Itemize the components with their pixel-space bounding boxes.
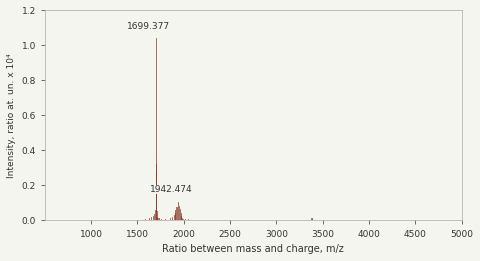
Text: 1942.474: 1942.474	[150, 186, 192, 194]
Text: 1699.377: 1699.377	[127, 23, 170, 32]
Text: 1942.474: 1942.474	[150, 186, 192, 195]
Y-axis label: Intensity, ratio at. un. x 10⁴: Intensity, ratio at. un. x 10⁴	[7, 53, 16, 178]
Text: 1699.377: 1699.377	[127, 22, 170, 31]
X-axis label: Ratio between mass and charge, m/z: Ratio between mass and charge, m/z	[162, 244, 344, 254]
